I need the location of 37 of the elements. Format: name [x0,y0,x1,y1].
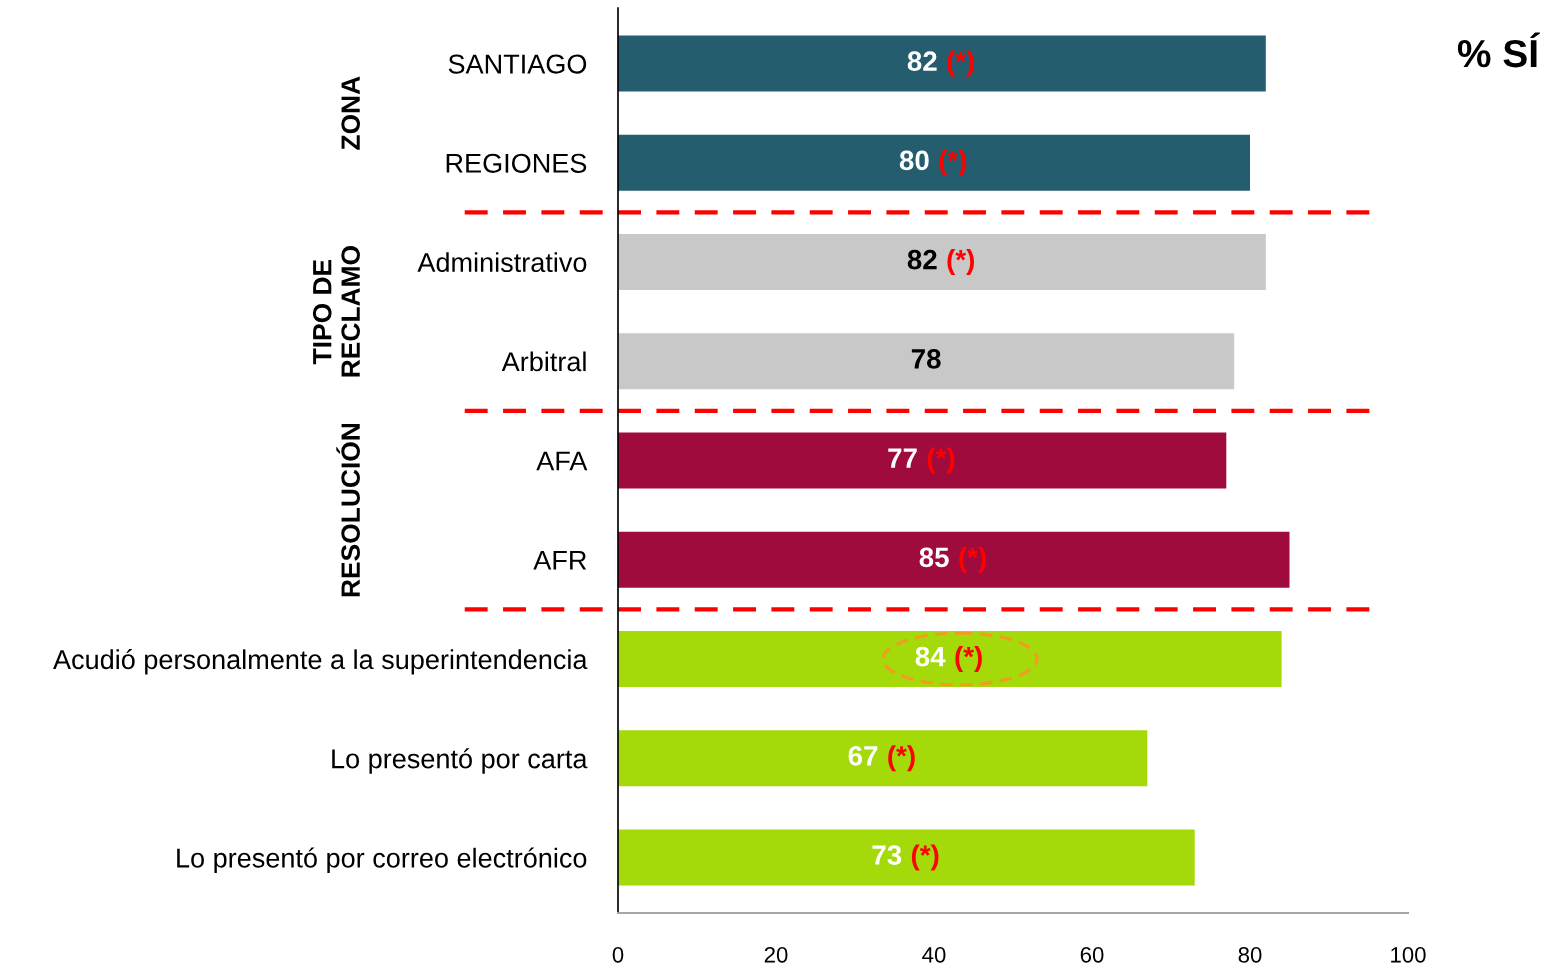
bar [618,234,1266,291]
text: % SÍ [1457,32,1540,68]
bar [618,134,1250,191]
text: ZONA [341,76,360,150]
x-tick-label: 80 [1238,946,1262,963]
data-label: 85 (*) [919,546,986,573]
data-label: 67 (*) [848,745,915,772]
y-tick-label: Lo presentó por correo electrónico [177,847,587,874]
text: TIPO DE RECLAMO [312,246,360,377]
data-label: 77 (*) [888,447,955,474]
data-label: 84 (*) [915,646,982,672]
data-label: 80 (*) [899,149,967,176]
x-tick-label: 60 [1080,946,1104,963]
y-tick-label: Lo presentó por carta [332,748,588,774]
bar [618,531,1290,588]
y-tick-label: Arbitral [501,351,586,372]
x-tick-label: 0 [612,946,624,963]
bar [618,630,1282,687]
y-tick-label: REGIONES [446,153,587,173]
x-tick-label: 20 [764,946,788,963]
y-tick-label: Acudió personalmente a la superintendencia [53,648,588,675]
bar [618,730,1148,787]
data-label: 78 [911,349,941,369]
y-tick-label: Administrativo [417,252,587,273]
x-tick-label: 40 [922,946,946,963]
text: RESOLUCIÓN [336,423,360,597]
data-label: 73 (*) [872,844,939,871]
y-tick-label: AFA [536,451,588,471]
y-tick-label: SANTIAGO [448,54,587,74]
data-label: 82 (*) [907,249,974,275]
x-tick-label: 100 [1391,946,1426,963]
y-tick-label: AFR [533,550,587,570]
bar [618,333,1235,390]
bar [618,35,1266,92]
bar [618,432,1227,489]
data-label: 82 (*) [907,50,974,77]
bar [618,829,1195,886]
